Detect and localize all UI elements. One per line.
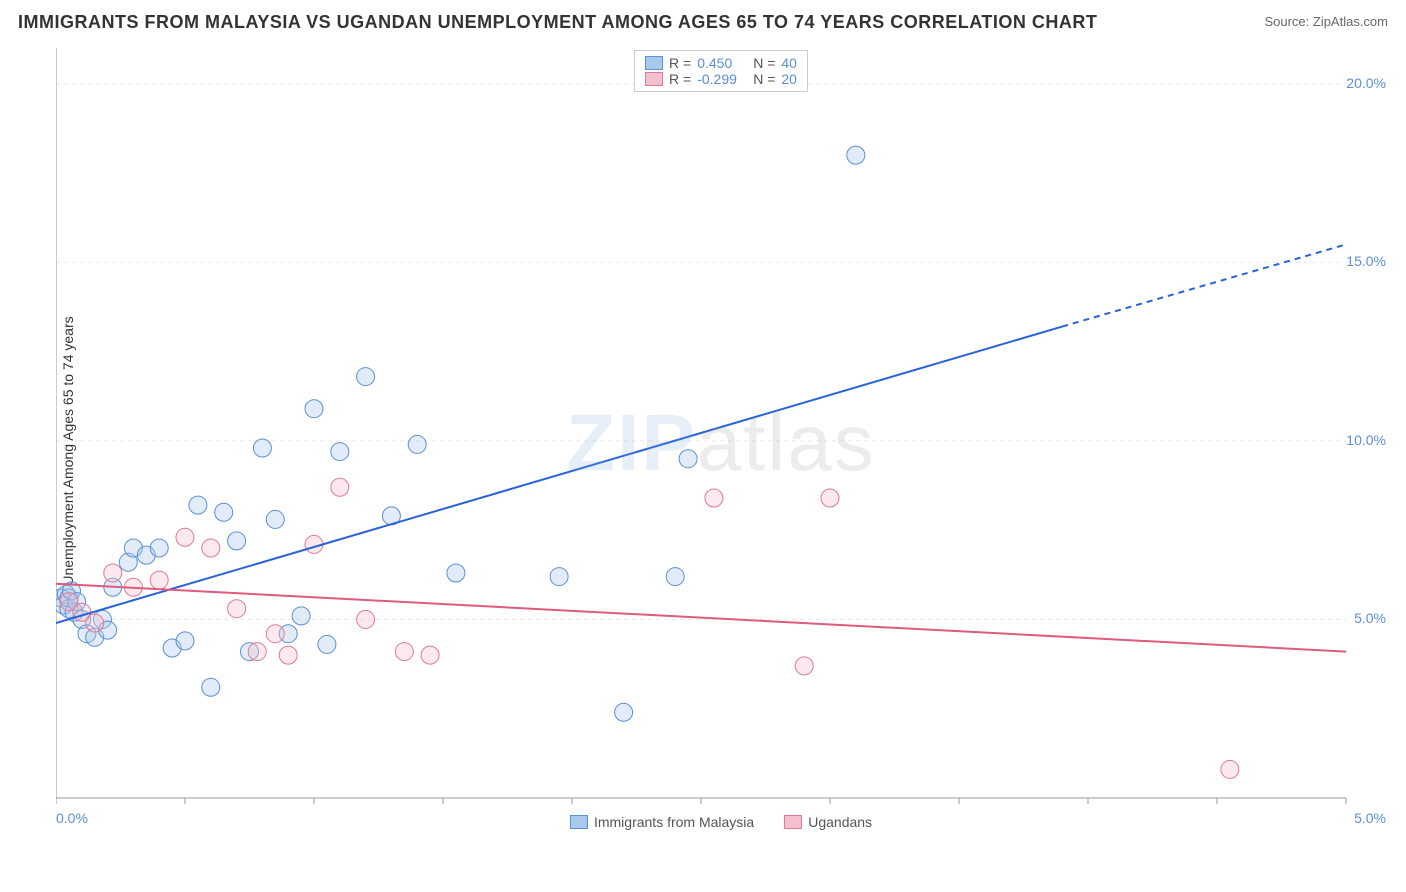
correlation-legend-row: R = -0.299 N = 20 [645, 71, 797, 87]
series-ugandans-points [60, 478, 1239, 778]
scatter-plot [56, 48, 1386, 838]
chart-area: Unemployment Among Ages 65 to 74 years Z… [56, 48, 1386, 838]
series-legend: Immigrants from Malaysia Ugandans [570, 814, 872, 830]
axes [56, 48, 1346, 804]
trendline-ugandans [56, 584, 1346, 652]
r-label: R = [669, 71, 691, 87]
y-tick-label: 5.0% [1354, 610, 1386, 626]
r-value: 0.450 [697, 55, 747, 71]
n-value: 40 [781, 55, 797, 71]
x-tick-label: 5.0% [1354, 810, 1386, 826]
n-label: N = [753, 55, 775, 71]
trendline-malaysia [56, 244, 1346, 623]
r-value: -0.299 [697, 71, 747, 87]
source-attribution: Source: ZipAtlas.com [1264, 14, 1388, 29]
source-link[interactable]: ZipAtlas.com [1313, 14, 1388, 29]
legend-swatch [645, 56, 663, 70]
series-legend-label: Ugandans [808, 814, 872, 830]
chart-title: IMMIGRANTS FROM MALAYSIA VS UGANDAN UNEM… [18, 12, 1097, 33]
correlation-legend: R = 0.450 N = 40 R = -0.299 N = 20 [634, 50, 808, 92]
series-legend-label: Immigrants from Malaysia [594, 814, 754, 830]
y-tick-label: 10.0% [1346, 432, 1386, 448]
n-label: N = [753, 71, 775, 87]
series-legend-item: Ugandans [784, 814, 872, 830]
source-prefix: Source: [1264, 14, 1312, 29]
gridlines [56, 84, 1346, 620]
x-tick-label: 0.0% [56, 810, 88, 826]
series-malaysia-points [56, 146, 865, 721]
legend-swatch [645, 72, 663, 86]
r-label: R = [669, 55, 691, 71]
correlation-legend-row: R = 0.450 N = 40 [645, 55, 797, 71]
y-tick-label: 20.0% [1346, 75, 1386, 91]
n-value: 20 [781, 71, 797, 87]
series-legend-item: Immigrants from Malaysia [570, 814, 754, 830]
y-tick-label: 15.0% [1346, 253, 1386, 269]
legend-swatch [570, 815, 588, 829]
legend-swatch [784, 815, 802, 829]
